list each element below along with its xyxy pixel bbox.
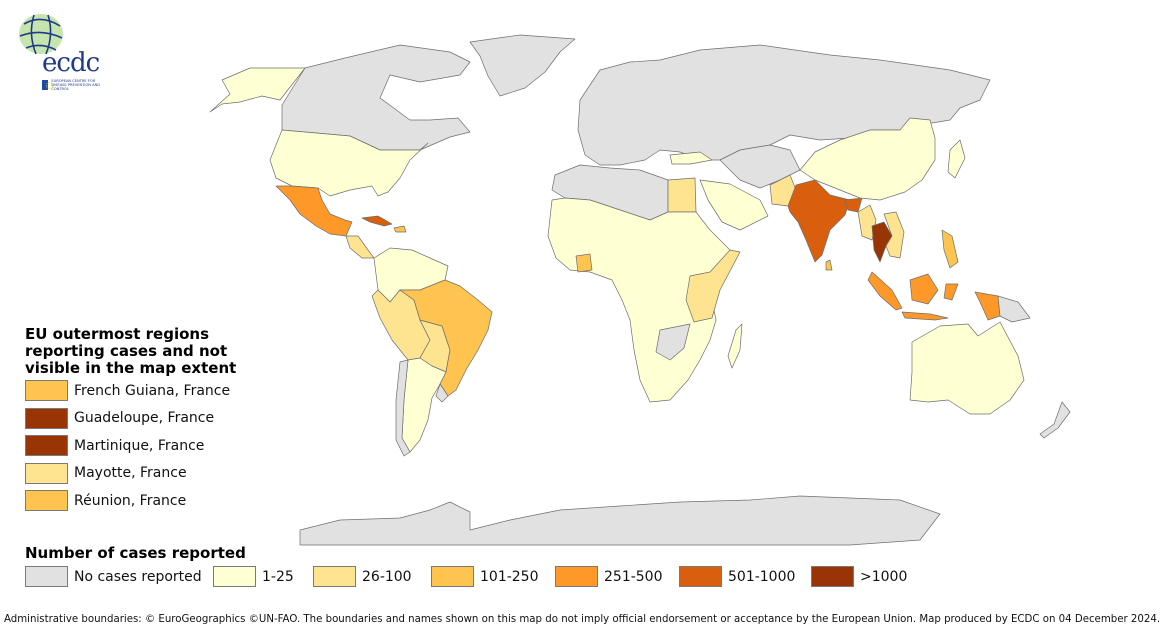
region-brazil bbox=[399, 279, 493, 397]
outermost-regions-legend: EU outermost regions reporting cases and… bbox=[25, 326, 245, 515]
region-china bbox=[799, 117, 936, 201]
region-west-papua bbox=[974, 291, 1001, 321]
region-java bbox=[901, 311, 949, 321]
region-new-zealand bbox=[1039, 401, 1071, 439]
region-borneo bbox=[909, 273, 939, 305]
region-sumatra bbox=[867, 271, 903, 311]
legend-swatch bbox=[213, 566, 256, 587]
legend-item-gt-1000: >1000 bbox=[811, 566, 907, 587]
legend-swatch bbox=[25, 462, 68, 484]
region-subsaharan-africa bbox=[547, 197, 731, 403]
region-bangladesh bbox=[844, 197, 863, 213]
region-antarctica bbox=[299, 495, 941, 546]
region-southern-africa-nocases bbox=[655, 323, 691, 361]
legend-swatch bbox=[25, 407, 68, 429]
region-egypt bbox=[667, 177, 697, 213]
globe-icon bbox=[19, 14, 63, 55]
region-japan bbox=[947, 139, 966, 179]
legend-item-reunion: Réunion, France bbox=[25, 487, 245, 515]
legend-item-26-100: 26-100 bbox=[313, 566, 431, 587]
eu-flag-icon bbox=[42, 80, 54, 90]
region-arabia bbox=[699, 179, 769, 231]
legend-swatch bbox=[25, 435, 68, 457]
legend-item-501-1000: 501-1000 bbox=[679, 566, 811, 587]
region-usa bbox=[269, 129, 429, 197]
legend-swatch bbox=[679, 566, 722, 587]
legend-item-french-guiana: French Guiana, France bbox=[25, 377, 245, 405]
legend-swatch bbox=[25, 380, 68, 402]
legend-swatch bbox=[25, 490, 68, 512]
region-sulawesi bbox=[943, 283, 959, 301]
legend-swatch bbox=[555, 566, 598, 587]
region-sri-lanka bbox=[825, 259, 833, 271]
cases-legend-title: Number of cases reported bbox=[25, 544, 246, 562]
region-greenland bbox=[469, 34, 576, 97]
region-mexico bbox=[275, 185, 353, 237]
cases-legend: Number of cases reported No cases report… bbox=[25, 544, 907, 587]
legend-item-no-cases: No cases reported bbox=[25, 566, 213, 587]
legend-swatch bbox=[313, 566, 356, 587]
region-alaska bbox=[209, 67, 306, 113]
legend-item-101-250: 101-250 bbox=[431, 566, 555, 587]
region-png bbox=[997, 295, 1031, 323]
legend-item-mayotte: Mayotte, France bbox=[25, 460, 245, 488]
legend-swatch bbox=[811, 566, 854, 587]
region-central-america bbox=[345, 235, 375, 259]
region-cuba bbox=[361, 215, 393, 227]
region-australia bbox=[909, 321, 1025, 415]
logo-text: ecdc bbox=[42, 48, 100, 78]
region-cote-divoire bbox=[575, 253, 593, 273]
legend-item-251-500: 251-500 bbox=[555, 566, 679, 587]
ecdc-logo: ecdc EUROPEAN CENTRE FOR DISEASE PREVENT… bbox=[12, 12, 100, 91]
legend-item-guadeloupe: Guadeloupe, France bbox=[25, 405, 245, 433]
region-philippines bbox=[941, 229, 959, 269]
legend-swatch bbox=[431, 566, 474, 587]
region-indochina bbox=[883, 211, 905, 259]
region-argentina bbox=[401, 357, 447, 453]
logo-subtitle: EUROPEAN CENTRE FOR DISEASE PREVENTION A… bbox=[42, 79, 102, 91]
region-india bbox=[787, 179, 851, 263]
region-madagascar bbox=[727, 323, 743, 369]
footer-disclaimer: Administrative boundaries: © EuroGeograp… bbox=[4, 614, 1160, 625]
region-hispaniola bbox=[393, 225, 407, 233]
outermost-legend-title: EU outermost regions reporting cases and… bbox=[25, 325, 237, 377]
region-chile bbox=[395, 359, 411, 457]
region-turkey bbox=[669, 151, 713, 165]
legend-item-martinique: Martinique, France bbox=[25, 432, 245, 460]
region-east-africa bbox=[685, 249, 741, 323]
legend-item-1-25: 1-25 bbox=[213, 566, 313, 587]
legend-swatch bbox=[25, 566, 68, 587]
region-uruguay bbox=[435, 383, 449, 403]
